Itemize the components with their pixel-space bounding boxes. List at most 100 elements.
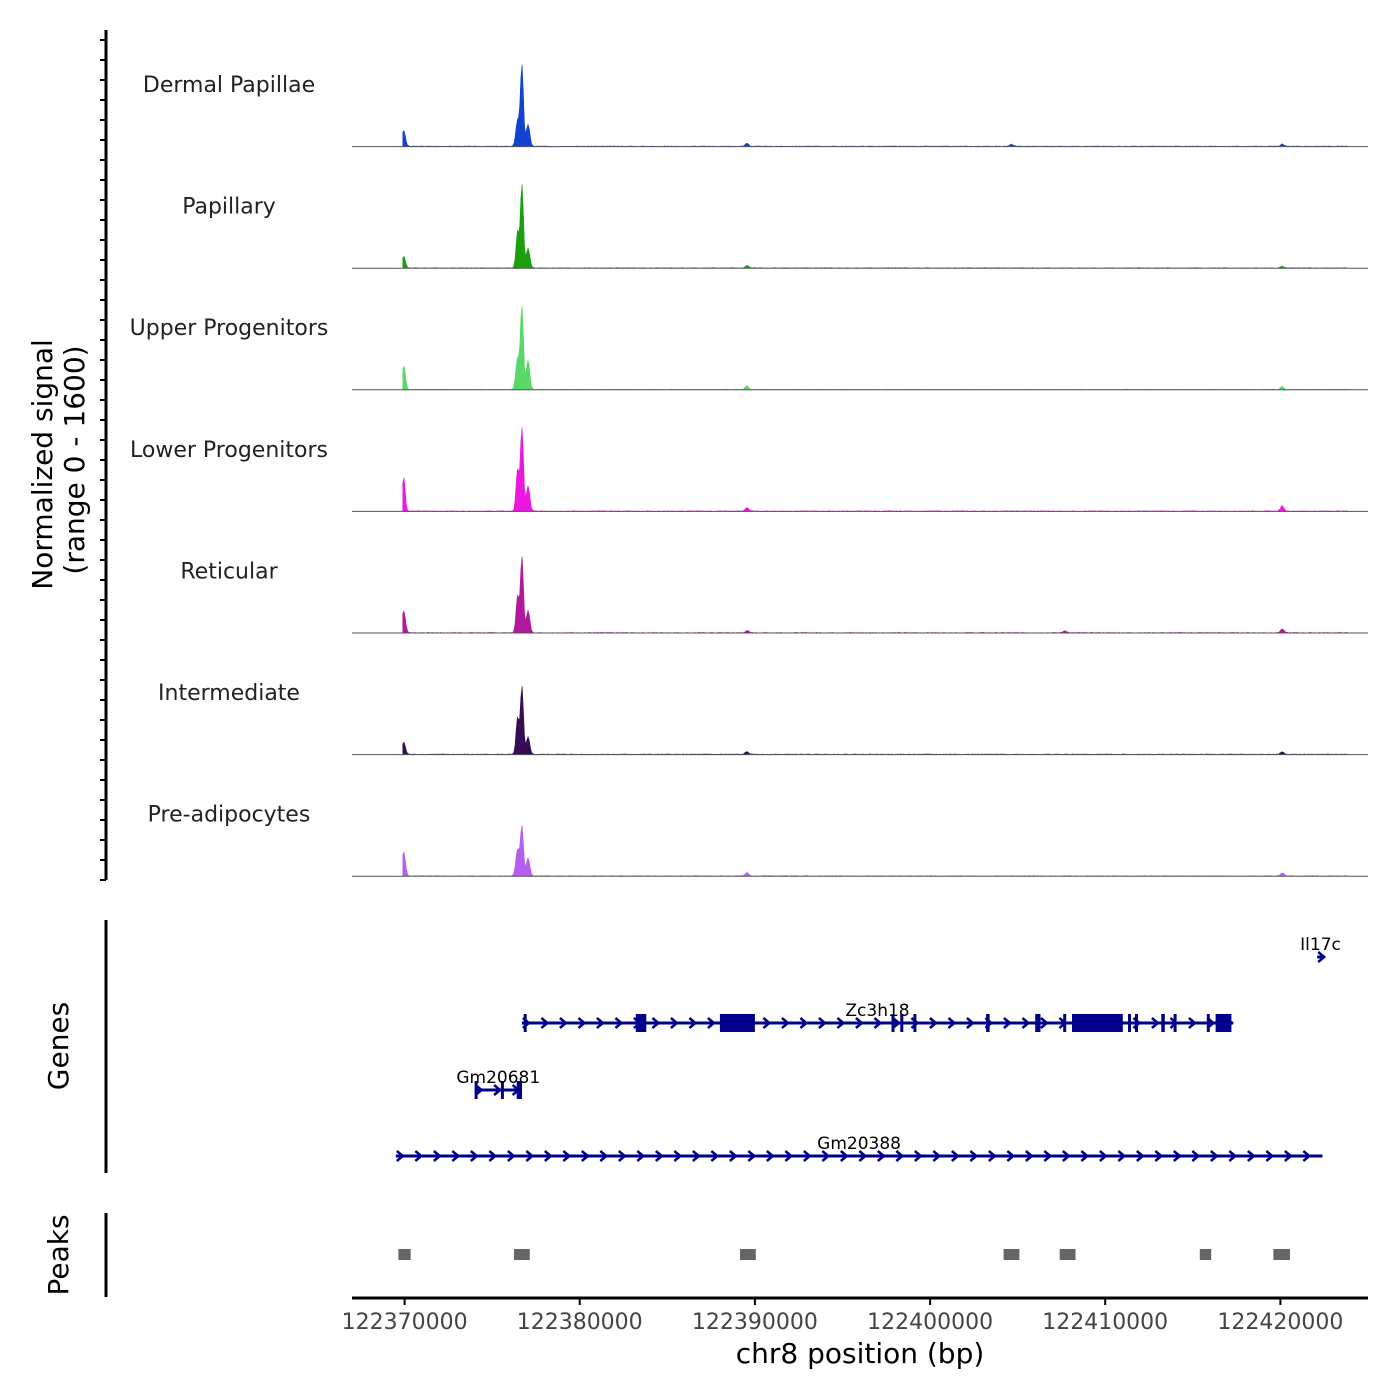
strand-arrow <box>1043 1150 1053 1162</box>
peak-region <box>1003 1249 1020 1260</box>
strand-arrow <box>540 1017 550 1029</box>
strand-arrow <box>673 1150 683 1162</box>
exon <box>1135 1014 1138 1032</box>
strand-arrow <box>1172 1150 1182 1162</box>
peaks-axis-title: Peaks <box>42 1214 75 1295</box>
strand-arrow <box>784 1150 794 1162</box>
strand-arrow <box>580 1150 590 1162</box>
exon <box>986 1014 990 1032</box>
strand-arrow <box>799 1017 809 1029</box>
strand-arrow <box>836 1017 846 1029</box>
strand-arrow <box>765 1150 775 1162</box>
strand-arrow <box>414 1150 424 1162</box>
strand-arrow <box>895 1150 905 1162</box>
strand-arrow <box>506 1150 516 1162</box>
strand-arrow <box>932 1150 942 1162</box>
exon <box>1215 1014 1232 1032</box>
exon <box>1173 1014 1177 1032</box>
exon <box>1072 1014 1123 1032</box>
peak-region <box>514 1249 530 1260</box>
strand-arrow <box>892 1017 901 1029</box>
strand-arrow <box>1135 1150 1145 1162</box>
track-label: Dermal Papillae <box>143 73 315 98</box>
x-tick-label: 122410000 <box>1042 1310 1168 1335</box>
strand-arrow <box>747 1150 757 1162</box>
strand-arrow <box>1098 1150 1108 1162</box>
track-label: Lower Progenitors <box>130 438 328 463</box>
track-label: Intermediate <box>158 681 300 706</box>
gene-1: Zc3h18 <box>521 1001 1234 1032</box>
coverage-area <box>402 427 1348 512</box>
strand-arrow <box>614 1017 624 1029</box>
strand-arrow <box>1246 1150 1256 1162</box>
x-tick-label: 122420000 <box>1217 1310 1343 1335</box>
strand-arrow <box>966 1017 975 1029</box>
strand-arrow <box>950 1150 960 1162</box>
gene-0: Il17c <box>1300 935 1341 963</box>
strand-arrow <box>762 1017 772 1029</box>
strand-arrow <box>1265 1150 1275 1162</box>
coverage-area <box>402 184 1348 269</box>
coverage-area <box>402 556 1348 634</box>
track-label: Reticular <box>180 559 278 584</box>
strand-arrow <box>821 1150 831 1162</box>
x-tick-label: 122400000 <box>867 1310 993 1335</box>
strand-arrow <box>1040 1017 1049 1029</box>
strand-arrow <box>543 1150 553 1162</box>
strand-arrow <box>559 1017 568 1029</box>
exon <box>500 1081 504 1099</box>
strand-arrow <box>710 1150 720 1162</box>
gene-label: Zc3h18 <box>845 1001 909 1021</box>
track-label: Pre-adipocytes <box>148 803 311 828</box>
exon <box>891 1014 895 1032</box>
strand-arrow <box>802 1150 812 1162</box>
gene-label: Il17c <box>1300 935 1341 955</box>
strand-arrow <box>707 1017 716 1029</box>
strand-arrow <box>577 1017 587 1029</box>
strand-arrow <box>651 1017 661 1029</box>
strand-arrow <box>1154 1150 1164 1162</box>
exon <box>719 1014 755 1032</box>
peak-region <box>1273 1249 1290 1260</box>
strand-arrow <box>969 1150 979 1162</box>
strand-arrow <box>855 1017 864 1029</box>
strand-arrow <box>818 1017 827 1029</box>
strand-arrow <box>1302 1150 1312 1162</box>
strand-arrow <box>929 1017 938 1029</box>
strand-arrow <box>688 1017 698 1029</box>
strand-arrow <box>1117 1150 1127 1162</box>
strand-arrow <box>469 1150 479 1162</box>
strand-arrow <box>395 1150 405 1162</box>
gene-label: Gm20388 <box>817 1134 901 1154</box>
peak-region <box>1059 1249 1076 1260</box>
strand-arrow <box>1283 1150 1293 1162</box>
strand-arrow <box>691 1150 701 1162</box>
exon <box>516 1081 522 1099</box>
exon <box>1063 1014 1067 1032</box>
strand-arrow <box>781 1017 790 1029</box>
exon <box>474 1081 478 1099</box>
x-axis: 122370000 122380000 122390000 122400000 1224… <box>342 1296 1368 1335</box>
exon <box>1161 1014 1165 1032</box>
coverage-area <box>402 64 1348 147</box>
peak-region <box>740 1249 756 1260</box>
strand-arrow <box>913 1150 923 1162</box>
gene-track: Il17c Zc3h18 Gm20681 Gm20388 <box>395 935 1341 1162</box>
strand-arrow <box>858 1150 868 1162</box>
strand-arrow <box>1317 951 1327 963</box>
x-axis-title: chr8 position (bp) <box>736 1337 985 1370</box>
track-3: Lower Progenitors <box>130 427 1368 512</box>
strand-arrow <box>1209 1150 1219 1162</box>
strand-arrow <box>873 1017 883 1029</box>
strand-arrow <box>1080 1150 1090 1162</box>
track-5: Intermediate <box>158 681 1368 756</box>
strand-arrow <box>876 1150 886 1162</box>
exon <box>1035 1014 1041 1032</box>
signal-axis-title-line1: Normalized signal <box>26 339 59 590</box>
strand-arrow <box>1006 1150 1016 1162</box>
x-tick-label: 122390000 <box>692 1310 818 1335</box>
exon <box>900 1014 904 1032</box>
gene-2: Gm20681 <box>456 1068 540 1099</box>
strand-arrow <box>839 1150 849 1162</box>
